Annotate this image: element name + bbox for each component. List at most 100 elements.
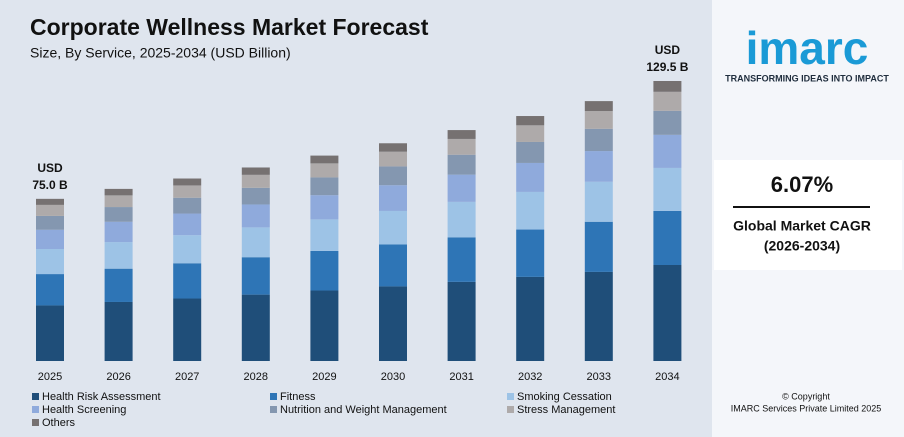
- bar-segment: [584, 111, 613, 129]
- chart-subtitle: Size, By Service, 2025-2034 (USD Billion…: [30, 45, 291, 61]
- bar-segment: [241, 257, 270, 295]
- bar-segment: [104, 301, 133, 361]
- bar-segment: [379, 286, 407, 361]
- chart-title: Corporate Wellness Market Forecast: [30, 14, 429, 40]
- bar-segment: [241, 294, 270, 361]
- bar-segment: [104, 268, 133, 302]
- bar-segment: [36, 274, 64, 306]
- bar-segment: [173, 213, 202, 236]
- bar-segment: [516, 116, 545, 126]
- total-label: 129.5 B: [646, 60, 688, 74]
- cagr-period: (2026-2034): [764, 238, 840, 254]
- logo: imarc: [746, 22, 869, 74]
- bar-segment: [173, 235, 202, 264]
- bar-segment: [653, 167, 682, 211]
- bar-segment: [516, 191, 545, 230]
- bar-segment: [379, 244, 407, 287]
- bar-segment: [36, 249, 64, 275]
- bar-segment: [104, 188, 133, 196]
- bar-segment: [310, 219, 339, 251]
- x-tick-label: 2027: [175, 371, 199, 383]
- bar-segment: [310, 163, 339, 178]
- bar-segment: [584, 181, 613, 222]
- bar-segment: [310, 290, 339, 361]
- bar-segment: [310, 195, 339, 220]
- x-tick-label: 2026: [106, 371, 130, 383]
- legend-label: Nutrition and Weight Management: [280, 404, 447, 416]
- bar-segment: [379, 143, 407, 152]
- cagr-label: Global Market CAGR: [733, 218, 871, 234]
- bar-segment: [173, 263, 202, 299]
- bar-segment: [104, 221, 133, 243]
- bar-segment: [379, 166, 407, 186]
- bar-segment: [241, 187, 270, 205]
- x-tick-label: 2025: [38, 371, 62, 383]
- bar-segment: [36, 198, 64, 205]
- copyright: © Copyright: [782, 391, 830, 401]
- bar-segment: [104, 195, 133, 208]
- x-tick-label: 2034: [655, 371, 679, 383]
- bar-segment: [653, 265, 682, 361]
- bar-segment: [241, 167, 270, 175]
- bar-segment: [447, 130, 476, 139]
- bar-segment: [36, 229, 64, 249]
- bar-segment: [173, 197, 202, 214]
- legend-swatch: [32, 419, 39, 426]
- tagline: TRANSFORMING IDEAS INTO IMPACT: [725, 73, 889, 83]
- legend-label: Stress Management: [517, 404, 615, 416]
- bar-segment: [584, 128, 613, 152]
- bar-segment: [310, 177, 339, 196]
- bar-segment: [36, 305, 64, 361]
- x-tick-label: 2033: [587, 371, 611, 383]
- bar-segment: [447, 237, 476, 282]
- bar-segment: [173, 178, 202, 186]
- bar-segment: [653, 91, 682, 111]
- legend-swatch: [507, 393, 514, 400]
- legend-label: Smoking Cessation: [517, 391, 612, 403]
- bar-segment: [173, 185, 202, 198]
- bar-segment: [241, 227, 270, 258]
- bar-segment: [653, 134, 682, 168]
- cagr-box: [714, 160, 902, 270]
- x-tick-label: 2031: [449, 371, 473, 383]
- legend-label: Fitness: [280, 391, 316, 403]
- bar-segment: [447, 154, 476, 175]
- x-tick-label: 2032: [518, 371, 542, 383]
- x-tick-label: 2029: [312, 371, 336, 383]
- bar-segment: [36, 215, 64, 230]
- bar-segment: [241, 174, 270, 188]
- bar-segment: [310, 155, 339, 164]
- bar-segment: [447, 138, 476, 155]
- bar-segment: [516, 141, 545, 163]
- bar-segment: [241, 204, 270, 228]
- bar-segment: [104, 207, 133, 222]
- legend-swatch: [270, 393, 277, 400]
- bar-segment: [36, 204, 64, 216]
- bar-segment: [653, 110, 682, 135]
- legend-label: Health Screening: [42, 404, 126, 416]
- company: IMARC Services Private Limited 2025: [731, 403, 882, 413]
- total-label: USD: [655, 43, 681, 57]
- bar-segment: [379, 151, 407, 167]
- bar-segment: [516, 125, 545, 142]
- bar-segment: [310, 250, 339, 291]
- legend-label: Others: [42, 417, 76, 429]
- bar-segment: [584, 151, 613, 182]
- x-tick-label: 2030: [381, 371, 405, 383]
- bar-segment: [447, 281, 476, 361]
- bar-segment: [173, 298, 202, 361]
- total-label: 75.0 B: [32, 178, 68, 192]
- total-label: USD: [37, 161, 63, 175]
- bar-segment: [447, 201, 476, 238]
- bar-segment: [379, 210, 407, 245]
- legend-swatch: [270, 406, 277, 413]
- bar-segment: [653, 81, 682, 92]
- legend-swatch: [32, 393, 39, 400]
- bar-segment: [516, 162, 545, 192]
- bar-segment: [584, 271, 613, 361]
- bar-segment: [584, 101, 613, 112]
- legend-swatch: [32, 406, 39, 413]
- bar-segment: [379, 185, 407, 211]
- x-tick-label: 2028: [244, 371, 268, 383]
